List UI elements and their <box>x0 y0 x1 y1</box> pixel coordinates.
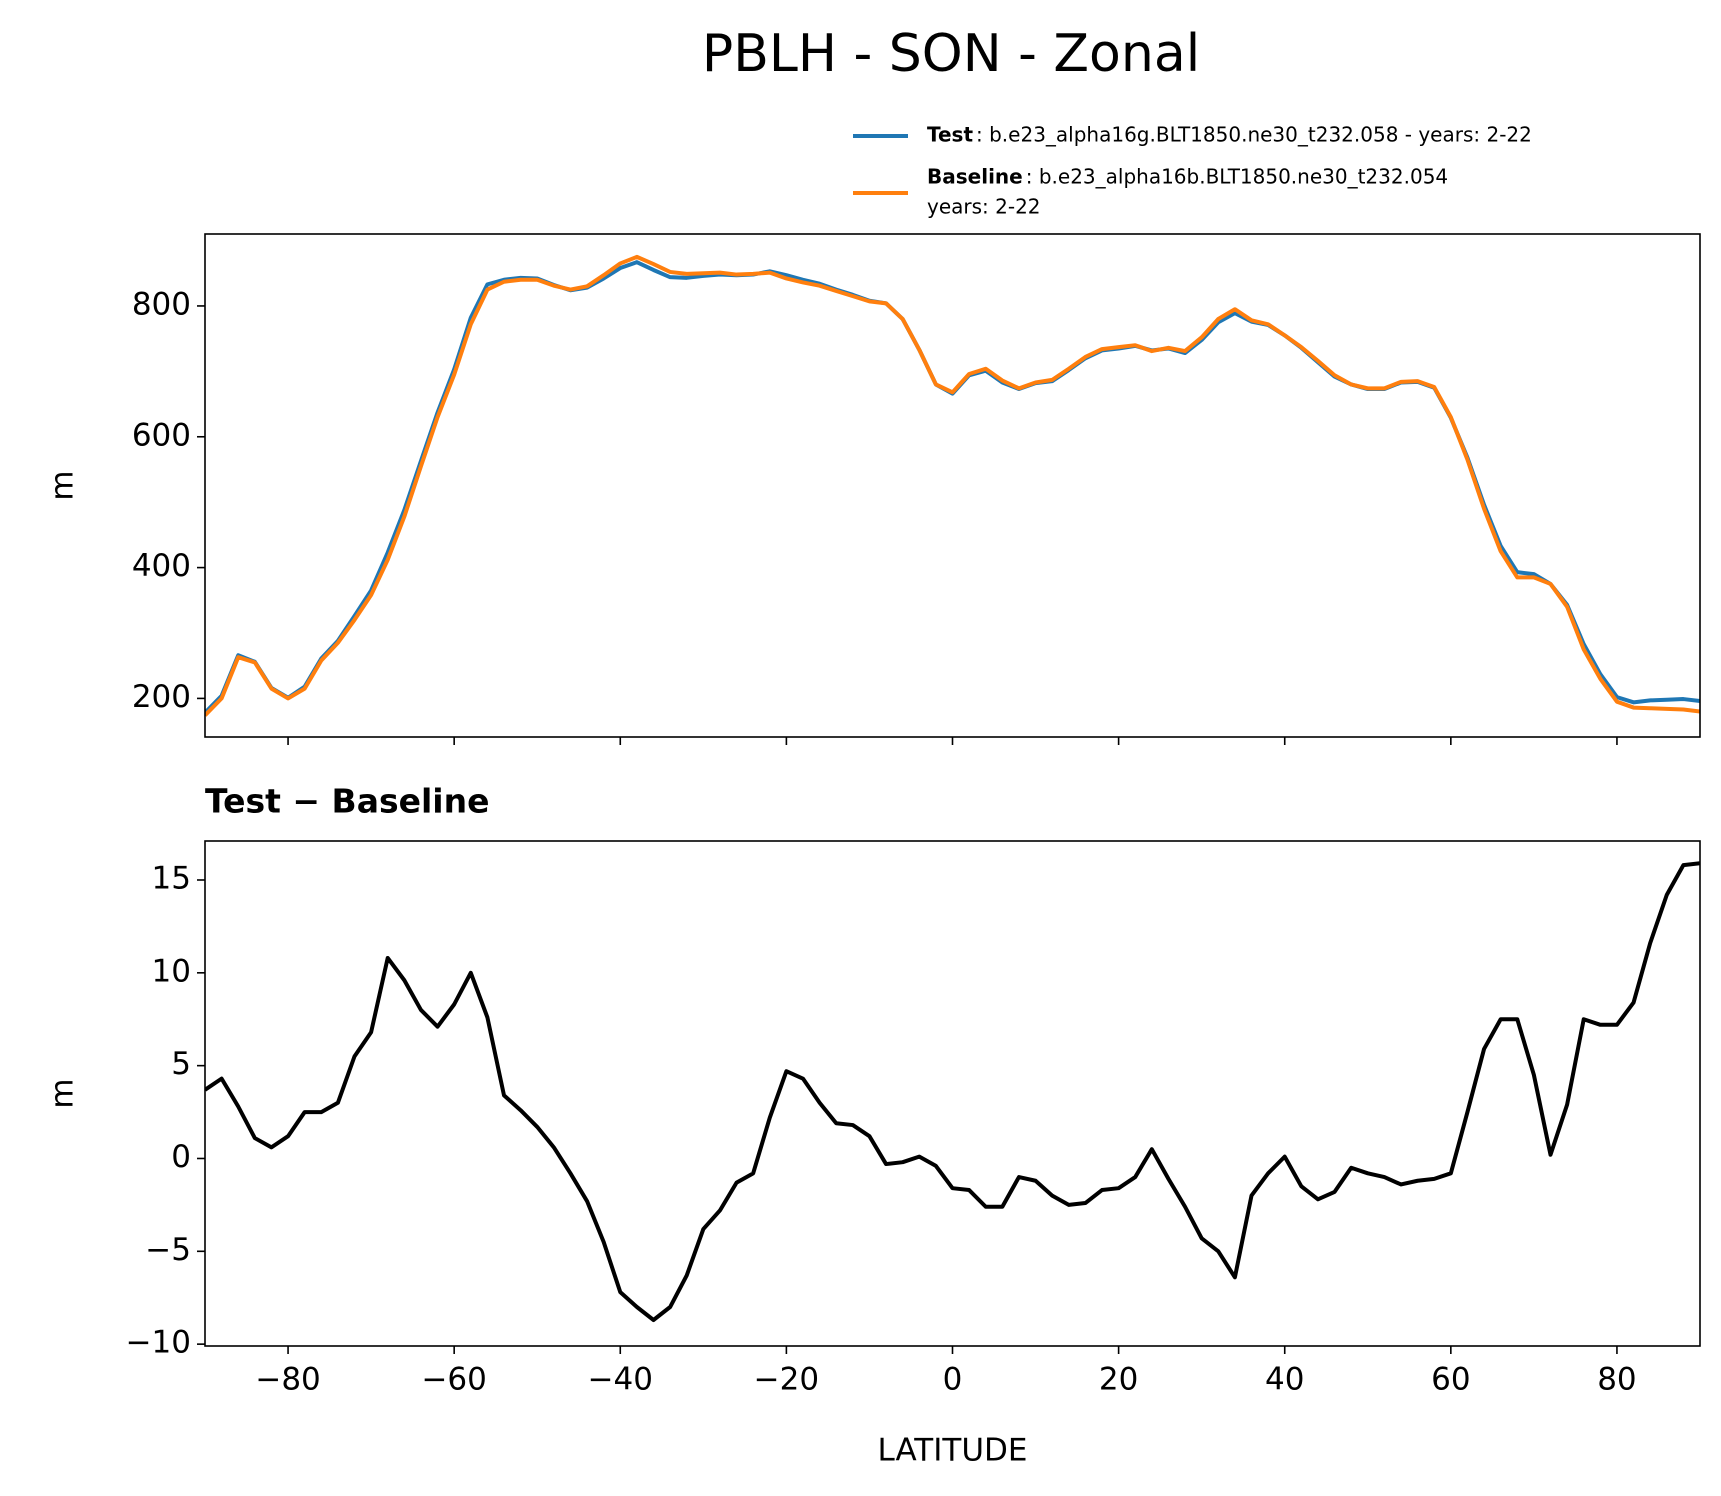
y-axis-label: m <box>45 1078 81 1108</box>
x-tick-label: 40 <box>1265 1362 1304 1398</box>
figure-title: PBLH - SON - Zonal <box>702 24 1200 84</box>
data-line <box>205 254 1700 717</box>
y-tick-label: −5 <box>145 1232 191 1268</box>
y-tick-label: 200 <box>132 679 191 715</box>
axes-title: Test − Baseline <box>205 782 490 821</box>
y-tick-label: 10 <box>152 953 191 989</box>
legend-detail: : b.e23_alpha16b.BLT1850.ne30_t232.054 <box>1026 165 1448 189</box>
x-tick-label: −60 <box>421 1362 486 1398</box>
x-tick-label: −40 <box>588 1362 653 1398</box>
data-line <box>205 861 1700 1323</box>
y-tick-label: −10 <box>126 1325 191 1361</box>
y-tick-label: 400 <box>132 548 191 584</box>
x-tick-label: −20 <box>754 1362 819 1398</box>
x-tick-label: 80 <box>1597 1362 1636 1398</box>
x-axis-label: LATITUDE <box>878 1433 1028 1469</box>
y-axis-label: m <box>45 470 81 500</box>
x-tick-label: 0 <box>943 1362 963 1398</box>
axes-frame <box>204 840 1701 1347</box>
x-tick-label: 60 <box>1431 1362 1470 1398</box>
x-tick-label: 20 <box>1099 1362 1138 1398</box>
y-tick-label: 600 <box>132 417 191 453</box>
y-tick-label: 15 <box>152 860 191 896</box>
legend-detail: : b.e23_alpha16g.BLT1850.ne30_t232.058 -… <box>976 123 1532 147</box>
legend-detail: years: 2-22 <box>927 195 1041 219</box>
y-tick-label: 0 <box>171 1139 191 1175</box>
x-tick-label: −80 <box>255 1362 320 1398</box>
legend-name: Baseline <box>927 165 1023 189</box>
y-tick-label: 800 <box>132 286 191 322</box>
y-tick-label: 5 <box>171 1046 191 1082</box>
legend-name: Test <box>927 123 973 147</box>
